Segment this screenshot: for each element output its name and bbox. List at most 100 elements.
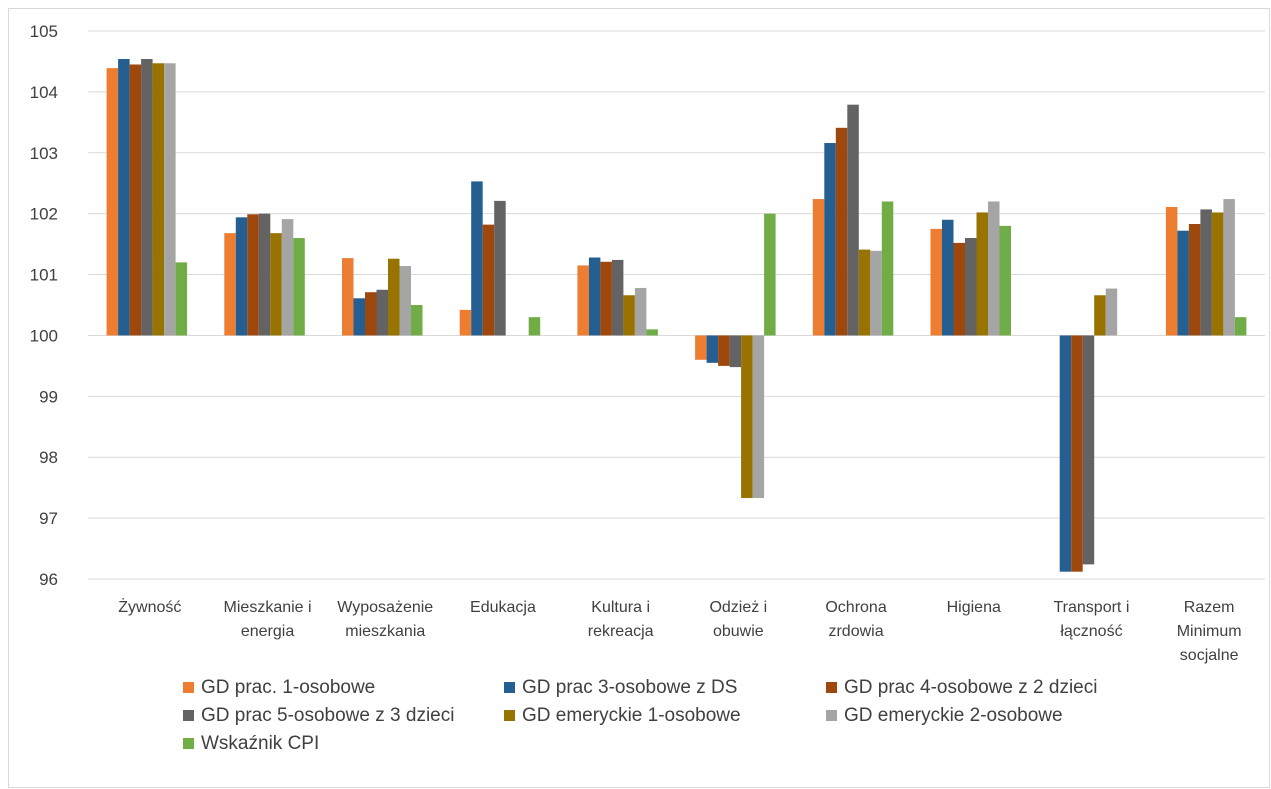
bar	[718, 335, 730, 366]
bar	[1234, 317, 1247, 336]
y-tick-label: 100	[30, 326, 58, 345]
bar	[881, 201, 894, 336]
bar	[988, 201, 1000, 336]
bar	[247, 214, 259, 336]
chart-frame	[8, 8, 1270, 788]
bar	[1071, 335, 1083, 572]
category-label: Transport i	[1054, 599, 1130, 616]
bar	[706, 335, 719, 363]
y-tick-label: 103	[30, 144, 58, 163]
bar	[695, 335, 707, 360]
category-label: socjalne	[1180, 647, 1239, 664]
bar	[459, 309, 472, 336]
legend-swatch	[183, 738, 194, 749]
category-label: Kultura i	[591, 599, 650, 616]
category-label: energia	[241, 623, 294, 640]
category-label: Żywność	[118, 597, 181, 616]
bar	[835, 127, 848, 336]
category-label: Mieszkanie i	[224, 599, 312, 616]
bar	[976, 212, 988, 336]
bar	[1094, 295, 1106, 336]
bar	[471, 181, 483, 336]
bar	[235, 217, 248, 336]
y-tick-label: 101	[30, 266, 58, 285]
bar	[634, 287, 647, 336]
bar	[729, 335, 742, 368]
bar	[942, 219, 954, 336]
legend-swatch	[504, 710, 515, 721]
category-label: Higiena	[947, 599, 1001, 616]
bars	[106, 59, 1247, 572]
bar	[270, 233, 282, 336]
bar	[118, 59, 130, 336]
bar	[824, 143, 836, 336]
bar	[611, 259, 624, 336]
bar	[764, 213, 776, 336]
bar	[965, 238, 977, 336]
y-tick-label: 102	[30, 205, 58, 224]
bar	[376, 289, 388, 336]
bar	[930, 228, 942, 336]
category-label: Ochrona	[825, 599, 886, 616]
bar	[1165, 206, 1178, 336]
bar	[175, 262, 188, 336]
bar	[1105, 288, 1118, 336]
bar	[342, 258, 354, 336]
legend-label: GD emeryckie 2-osobowe	[844, 705, 1063, 726]
bar	[741, 335, 753, 499]
y-tick-label: 99	[39, 387, 58, 406]
bar	[281, 219, 294, 336]
bar	[812, 199, 825, 336]
y-axis-tick-labels: 96 97 98 99 100 101 102 103 104 105	[30, 22, 58, 589]
bar	[1059, 335, 1072, 572]
legend-label: GD prac. 1-osobowe	[201, 677, 375, 698]
bar	[588, 257, 601, 336]
legend-label: GD emeryckie 1-osobowe	[522, 705, 741, 726]
bar	[646, 329, 658, 336]
bar	[388, 258, 400, 336]
y-tick-label: 98	[39, 448, 58, 467]
bar	[152, 63, 165, 336]
legend: GD prac. 1-osobowe GD prac 3-osobowe z DS…	[183, 677, 1097, 754]
legend-label: Wskaźnik CPI	[201, 733, 319, 754]
bar	[399, 266, 411, 336]
category-label: rekreacja	[588, 623, 654, 640]
y-tick-label: 97	[39, 509, 58, 528]
bar	[129, 64, 142, 336]
bar	[1177, 230, 1189, 336]
bar	[106, 68, 119, 336]
y-tick-label: 105	[30, 22, 58, 41]
legend-swatch	[183, 710, 194, 721]
bar	[870, 250, 882, 336]
legend-label: GD prac 5-osobowe z 3 dzieci	[201, 705, 454, 726]
bar	[847, 104, 859, 336]
bar	[411, 305, 423, 336]
bar	[365, 292, 377, 336]
category-label: Edukacja	[470, 599, 536, 616]
category-label: zrdowia	[828, 623, 883, 640]
bar	[482, 224, 495, 336]
legend-label: GD prac 4-osobowe z 2 dzieci	[844, 677, 1097, 698]
bar	[1082, 335, 1095, 565]
bar	[258, 213, 271, 336]
y-tick-label: 96	[39, 570, 58, 589]
legend-swatch	[504, 682, 515, 693]
legend-swatch	[826, 710, 837, 721]
legend-swatch	[183, 682, 194, 693]
bar	[293, 238, 305, 336]
bar	[1223, 199, 1235, 336]
category-label: Razem	[1184, 599, 1235, 616]
bar	[858, 249, 871, 336]
category-label: Odzież i	[709, 599, 767, 616]
legend-swatch	[826, 682, 837, 693]
bar	[577, 265, 589, 336]
category-label: łączność	[1060, 623, 1122, 640]
bar	[1188, 224, 1201, 336]
bar	[224, 233, 236, 336]
bar	[1200, 209, 1212, 336]
x-axis-category-labels: Żywność Mieszkanie i energia Wyposażenie mie…	[118, 597, 1241, 664]
category-label: mieszkania	[345, 623, 425, 640]
bar	[953, 242, 965, 336]
gridlines	[88, 30, 1265, 580]
